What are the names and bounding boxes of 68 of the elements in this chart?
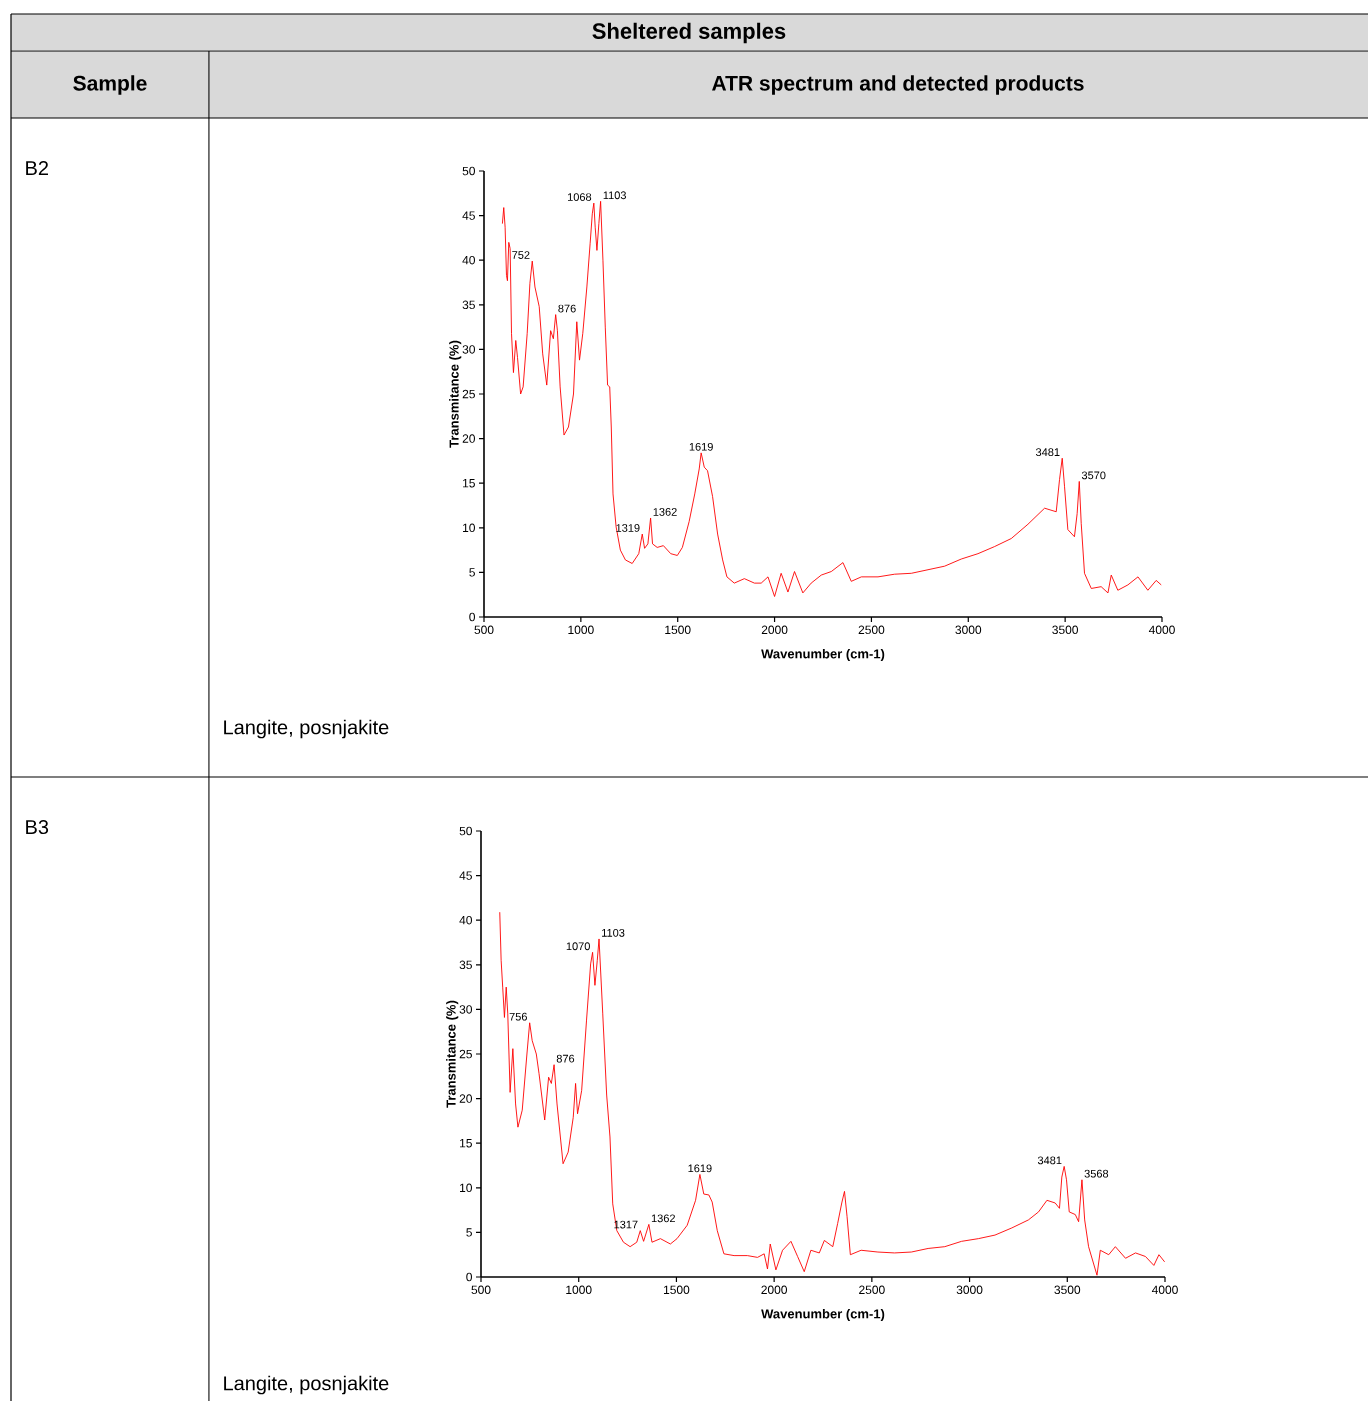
y-tick-label: 15	[460, 1139, 472, 1148]
y-axis-title: Transmitance (%)	[449, 340, 462, 448]
y-tick-label: 20	[462, 434, 475, 443]
annotation: 3481	[1037, 1156, 1062, 1165]
x-axis-title: Wavenumber (cm-1)	[761, 648, 885, 662]
x-tick-label: 500	[471, 1285, 491, 1295]
annotation: 876	[556, 1054, 575, 1063]
annotation: 3481	[1035, 448, 1060, 457]
chart-title: Sheltered samples	[592, 22, 786, 44]
annotation: 3570	[1081, 471, 1106, 480]
y-tick-label: 5	[466, 1228, 472, 1237]
y-tick-label: 35	[459, 960, 472, 970]
y-tick-label: 30	[462, 345, 475, 354]
text: Langite, posnjakite	[224, 719, 389, 739]
y-tick-label: 45	[459, 871, 472, 880]
annotation: 3568	[1084, 1169, 1109, 1178]
y-tick-label: 25	[462, 389, 475, 399]
x-tick-label: 1500	[665, 625, 691, 635]
text: ATR spectrum and detected products	[712, 75, 1084, 95]
x-tick-label: 3000	[955, 625, 982, 635]
x-tick-label: 2500	[858, 625, 885, 635]
text: B2	[26, 161, 48, 175]
y-tick-label: 0	[469, 612, 475, 622]
text: Langite, posnjakite	[224, 1375, 389, 1395]
x-tick-label: 2000	[761, 625, 788, 635]
text: B3	[26, 819, 49, 835]
x-tick-label: 3500	[1052, 625, 1079, 635]
x-tick-label: 2500	[859, 1285, 885, 1295]
y-tick-label: 30	[459, 1005, 472, 1014]
annotation: 1362	[653, 508, 677, 516]
annotation: 1068	[568, 193, 592, 201]
y-tick-label: 50	[459, 826, 472, 836]
y-tick-label: 40	[462, 255, 475, 265]
annotation: 1103	[602, 928, 625, 937]
y-tick-label: 25	[459, 1049, 472, 1059]
x-tick-label: 4000	[1148, 625, 1175, 635]
x-tick-label: 1500	[663, 1285, 690, 1295]
x-tick-label: 3500	[1054, 1285, 1081, 1295]
annotation: 1362	[651, 1214, 675, 1223]
x-tick-label: 4000	[1151, 1285, 1178, 1295]
y-tick-label: 0	[466, 1272, 472, 1282]
y-tick-label: 50	[462, 166, 475, 176]
x-tick-label: 2000	[761, 1285, 788, 1295]
annotation: 876	[558, 304, 576, 313]
x-tick-label: 500	[474, 625, 494, 635]
y-tick-label: 10	[463, 523, 475, 533]
y-tick-label: 15	[463, 479, 475, 488]
y-tick-label: 5	[469, 568, 475, 577]
annotation: 1070	[566, 942, 590, 951]
y-axis-title: Transmitance (%)	[446, 1000, 459, 1108]
annotation: 752	[512, 251, 530, 259]
x-axis-title: Wavenumber (cm-1)	[761, 1308, 885, 1322]
annotation: 1319	[616, 524, 640, 532]
annotation: 1619	[689, 442, 713, 451]
annotation: 1103	[603, 191, 626, 200]
annotation: 1317	[614, 1220, 638, 1229]
y-tick-label: 45	[462, 211, 475, 220]
x-tick-label: 1000	[566, 1285, 592, 1295]
y-tick-label: 40	[459, 915, 472, 925]
x-tick-label: 1000	[568, 625, 594, 635]
annotation: 1619	[688, 1164, 712, 1173]
y-tick-label: 10	[460, 1183, 472, 1193]
text: Sample	[73, 75, 147, 95]
y-tick-label: 35	[462, 300, 475, 310]
y-tick-label: 20	[459, 1094, 472, 1103]
annotation: 756	[509, 1012, 527, 1021]
line-series	[499, 911, 1166, 1276]
x-tick-label: 3000	[956, 1285, 983, 1295]
